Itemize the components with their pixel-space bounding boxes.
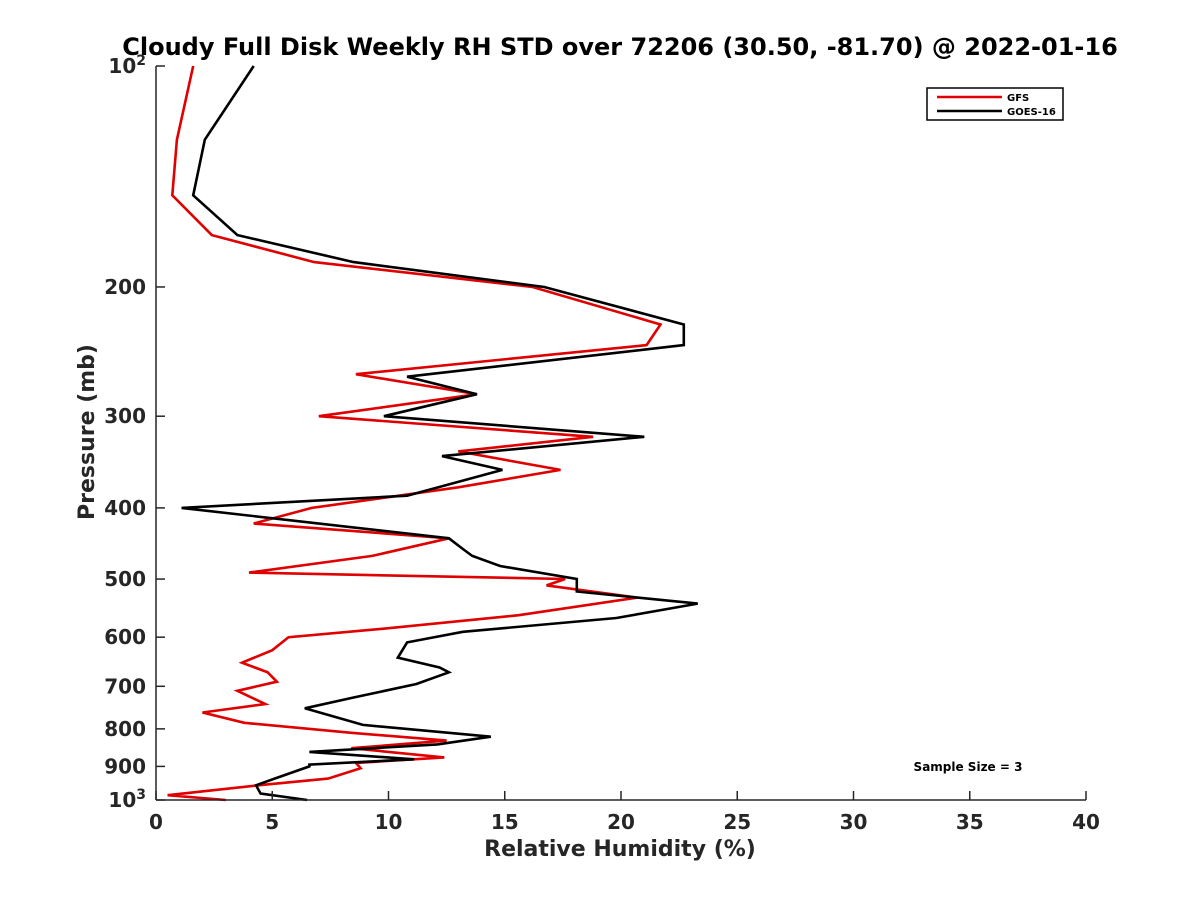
x-tick-label: 5 bbox=[265, 810, 279, 834]
series-line-goes16 bbox=[181, 65, 698, 802]
y-axis-label: Pressure (mb) bbox=[75, 344, 100, 520]
y-tick-label: 103 bbox=[108, 787, 146, 812]
x-tick-label: 20 bbox=[607, 810, 635, 834]
x-tick-label: 15 bbox=[491, 810, 519, 834]
y-tick-label: 102 bbox=[108, 53, 146, 78]
y-axis-ticks: 102 200 300 400 500 600 700 800 900 103 bbox=[104, 53, 165, 812]
x-tick-label: 0 bbox=[149, 810, 163, 834]
chart-title: Cloudy Full Disk Weekly RH STD over 7220… bbox=[122, 33, 1118, 61]
y-tick-label: 700 bbox=[104, 674, 146, 698]
y-tick-label: 300 bbox=[104, 404, 146, 428]
x-tick-label: 25 bbox=[723, 810, 751, 834]
y-tick-label: 900 bbox=[104, 754, 146, 778]
x-axis-label: Relative Humidity (%) bbox=[484, 837, 756, 862]
x-tick-label: 40 bbox=[1072, 810, 1100, 834]
legend: GFS GOES-16 bbox=[926, 87, 1064, 121]
y-tick-label: 500 bbox=[104, 567, 146, 591]
series-line-gfs bbox=[167, 65, 663, 802]
y-tick-label: 800 bbox=[104, 717, 146, 741]
x-tick-label: 35 bbox=[956, 810, 984, 834]
y-tick-label: 600 bbox=[104, 625, 146, 649]
sample-size-annotation: Sample Size = 3 bbox=[914, 760, 1023, 774]
x-axis-ticks: 0 5 10 15 20 25 30 35 40 bbox=[149, 791, 1100, 834]
x-tick-label: 30 bbox=[840, 810, 868, 834]
x-tick-label: 10 bbox=[375, 810, 403, 834]
y-tick-label: 200 bbox=[104, 275, 146, 299]
legend-box bbox=[926, 87, 1064, 121]
legend-label-goes16: GOES-16 bbox=[1007, 107, 1056, 118]
y-tick-label: 400 bbox=[104, 496, 146, 520]
plot-area bbox=[155, 65, 1086, 802]
legend-label-gfs: GFS bbox=[1007, 93, 1029, 104]
